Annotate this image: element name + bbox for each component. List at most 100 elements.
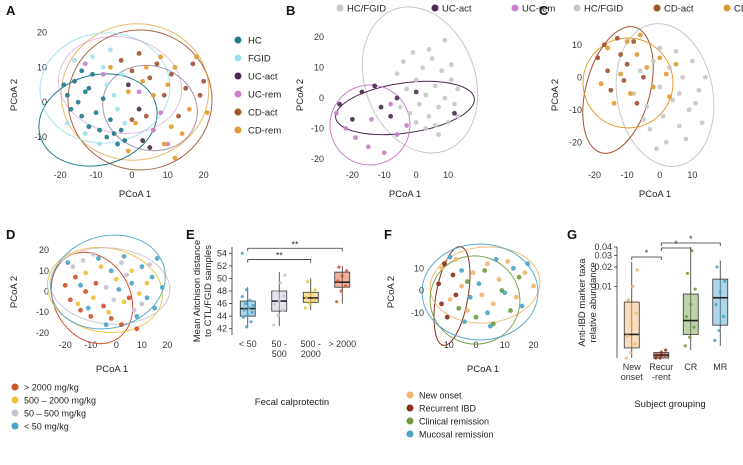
data-point-new-onset bbox=[531, 283, 536, 289]
data-point-new-onset bbox=[513, 294, 519, 300]
data-point-fgid bbox=[122, 120, 128, 126]
box-point bbox=[272, 323, 276, 327]
data-point-hcfgid bbox=[442, 95, 448, 101]
panel-letter-f: F bbox=[384, 227, 392, 242]
box-point bbox=[689, 302, 693, 307]
data-point-cal-500-2000 bbox=[113, 276, 119, 282]
data-point-hcfgid bbox=[680, 74, 685, 80]
data-point-hc bbox=[79, 113, 85, 119]
data-point-cal-gt2000 bbox=[134, 326, 140, 332]
data-point-cal-lt50 bbox=[152, 305, 158, 311]
x-axis-label: PCoA 1 bbox=[119, 189, 151, 200]
y-tick-label: 0 bbox=[319, 93, 324, 103]
confidence-ellipse bbox=[57, 36, 183, 134]
data-point-hcfgid bbox=[673, 48, 679, 54]
data-point-cd-act bbox=[201, 78, 207, 84]
data-point-hcfgid bbox=[670, 97, 676, 103]
significance-bracket bbox=[631, 256, 662, 260]
x-axis-label: PCoA 1 bbox=[389, 189, 421, 200]
legend-marker bbox=[234, 90, 242, 98]
data-point-cal-lt50 bbox=[144, 295, 150, 301]
data-point-mucosal-rem bbox=[493, 256, 499, 262]
significance-label: * bbox=[689, 234, 693, 244]
box-point bbox=[240, 295, 244, 299]
data-point-fgid bbox=[82, 131, 88, 137]
x-tick-label: 500 - bbox=[300, 339, 321, 349]
data-point-cd-act bbox=[605, 68, 610, 74]
box-point bbox=[277, 298, 281, 303]
data-point-fgid bbox=[64, 120, 70, 126]
data-point-hcfgid bbox=[413, 77, 419, 83]
confidence-ellipse bbox=[46, 246, 164, 334]
box-point bbox=[343, 284, 348, 288]
data-point-uc-rem bbox=[165, 141, 171, 147]
data-point-uc-rem bbox=[136, 89, 142, 95]
box-point bbox=[693, 287, 697, 291]
box-point bbox=[685, 271, 690, 275]
panel-e: 42 44 46 48 50 52 54 Mean Aitchison distance to … bbox=[192, 239, 356, 408]
data-point-cal-50-500 bbox=[124, 272, 129, 278]
significance-bracket bbox=[660, 242, 721, 246]
data-point-recurrent bbox=[450, 272, 456, 278]
box-point bbox=[251, 303, 255, 308]
data-point-uc-act bbox=[136, 106, 142, 112]
panel-d: -20 -10 0 10 20 -20 -10 0 10 20 PCoA 1 PCoA 2 > 2000… bbox=[9, 234, 172, 432]
legend-label: 50 – 500 mg/kg bbox=[24, 409, 86, 419]
data-point-hcfgid bbox=[654, 146, 659, 152]
legend-marker bbox=[234, 54, 242, 62]
box-point bbox=[308, 301, 312, 306]
panel-letter-b: B bbox=[286, 3, 295, 18]
data-point-cal-500-2000 bbox=[90, 295, 96, 301]
data-point-cd-act bbox=[618, 52, 624, 57]
y-axis-label: PCoA 2 bbox=[550, 79, 561, 111]
data-point-cal-500-2000 bbox=[83, 270, 89, 276]
data-point-cal-gt2000 bbox=[67, 297, 73, 303]
data-point-cal-lt50 bbox=[65, 260, 71, 265]
data-point-uc-rem bbox=[394, 132, 400, 137]
y-tick-label: 52 bbox=[217, 261, 227, 271]
data-point-new-onset bbox=[490, 301, 496, 307]
data-point-new-onset bbox=[522, 270, 528, 276]
data-point-hcfgid bbox=[442, 37, 448, 43]
data-point-hcfgid bbox=[657, 84, 663, 90]
data-point-cal-gt2000 bbox=[78, 307, 83, 313]
x-tick-label: -20 bbox=[588, 170, 601, 180]
data-point-clinical-rem bbox=[456, 305, 462, 311]
panel-letter-a: A bbox=[6, 3, 16, 18]
legend-marker bbox=[11, 422, 19, 430]
data-point-uc-rem bbox=[369, 116, 374, 122]
y-axis-label: relative abundance bbox=[588, 262, 599, 342]
x-tick-label: 2000 bbox=[301, 349, 321, 359]
confidence-ellipse bbox=[335, 80, 475, 136]
significance-bracket bbox=[247, 247, 343, 252]
box-point bbox=[629, 350, 633, 355]
data-point-uc-rem bbox=[100, 71, 106, 77]
data-point-cal-lt50 bbox=[121, 253, 127, 259]
box-point bbox=[305, 279, 310, 284]
data-point-cd-act bbox=[183, 85, 189, 91]
data-point-cd-rem bbox=[172, 64, 178, 70]
data-point-cal-50-500 bbox=[103, 284, 109, 290]
confidence-ellipse bbox=[421, 243, 539, 341]
data-point-mucosal-rem bbox=[447, 254, 453, 260]
data-point-mucosal-rem bbox=[467, 294, 473, 300]
data-point-cal-gt2000 bbox=[62, 282, 68, 288]
data-point-cd-rem bbox=[673, 61, 679, 67]
data-point-cd-rem bbox=[125, 148, 131, 154]
data-point-uc-rem bbox=[381, 150, 387, 156]
data-point-cal-gt2000 bbox=[119, 322, 124, 328]
legend-label: FGID bbox=[248, 54, 271, 65]
y-tick-label: 0 bbox=[577, 72, 582, 82]
data-point-cal-50-500 bbox=[80, 258, 86, 263]
box-iqr bbox=[712, 278, 729, 326]
y-tick-label: 0.02 bbox=[594, 262, 612, 272]
data-point-hc bbox=[86, 85, 92, 91]
legend-label: CD-act bbox=[664, 4, 694, 15]
legend-label: CD-rem bbox=[248, 126, 281, 137]
data-point-hc bbox=[107, 117, 113, 123]
data-point-cd-rem bbox=[133, 120, 138, 126]
data-point-clinical-rem bbox=[464, 279, 470, 284]
y-axis-label: to CTL/FGID samples bbox=[203, 245, 214, 337]
x-tick-label: onset bbox=[621, 372, 644, 382]
